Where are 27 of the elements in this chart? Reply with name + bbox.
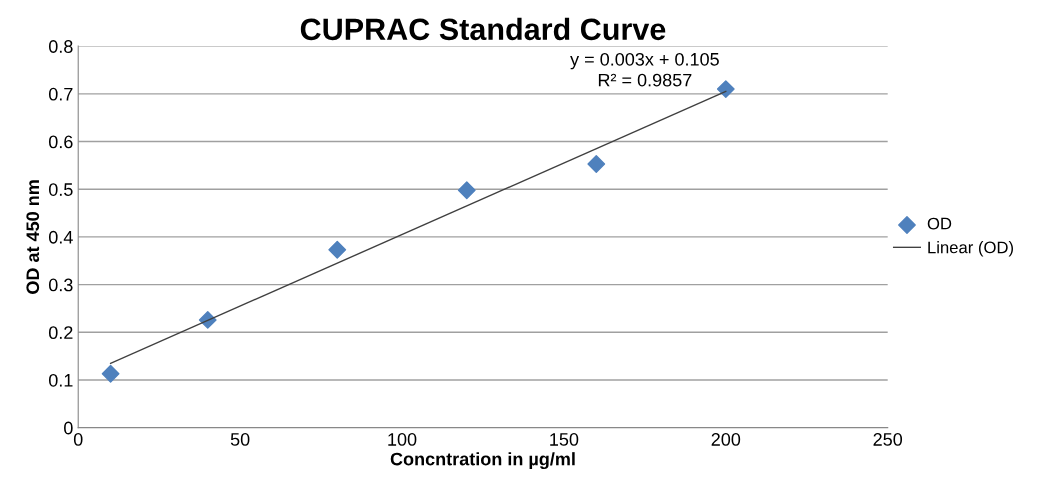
y-tick-label: 0.8: [48, 40, 73, 53]
point: [328, 240, 347, 259]
chart-title: CUPRAC Standard Curve: [300, 17, 666, 41]
y-tick-label: 0.5: [48, 183, 73, 196]
x-tick-label: 150: [550, 433, 579, 446]
x-tick-label: 200: [711, 433, 741, 446]
y-tick-label: 0: [64, 421, 73, 435]
point: [101, 364, 120, 383]
point: [457, 181, 476, 200]
y-tick-label: 0.4: [48, 230, 73, 244]
annotation: y = 0.003x + 0.105: [570, 52, 719, 70]
x-axis-title: Concntration in µg/ml: [390, 452, 575, 470]
annotation: R² = 0.9857: [598, 73, 692, 87]
y-tick-label: 0.3: [48, 278, 73, 292]
x-tick-label: 100: [388, 433, 417, 446]
x-tick-label: 50: [230, 433, 250, 446]
x-tick-label: 250: [873, 433, 903, 446]
y-axis-title: OD at 450 nm: [26, 180, 40, 294]
y-tick-label: 0.2: [48, 326, 73, 340]
y-tick-label: 0.6: [48, 135, 73, 149]
point: [587, 155, 606, 173]
legend-label: Linear (OD): [928, 241, 1014, 257]
legend-label: OD: [927, 217, 952, 230]
x-tick-label: 0: [73, 433, 83, 446]
y-tick-label: 0.1: [48, 373, 73, 387]
point: [716, 80, 735, 99]
y-tick-label: 0.7: [48, 87, 73, 101]
